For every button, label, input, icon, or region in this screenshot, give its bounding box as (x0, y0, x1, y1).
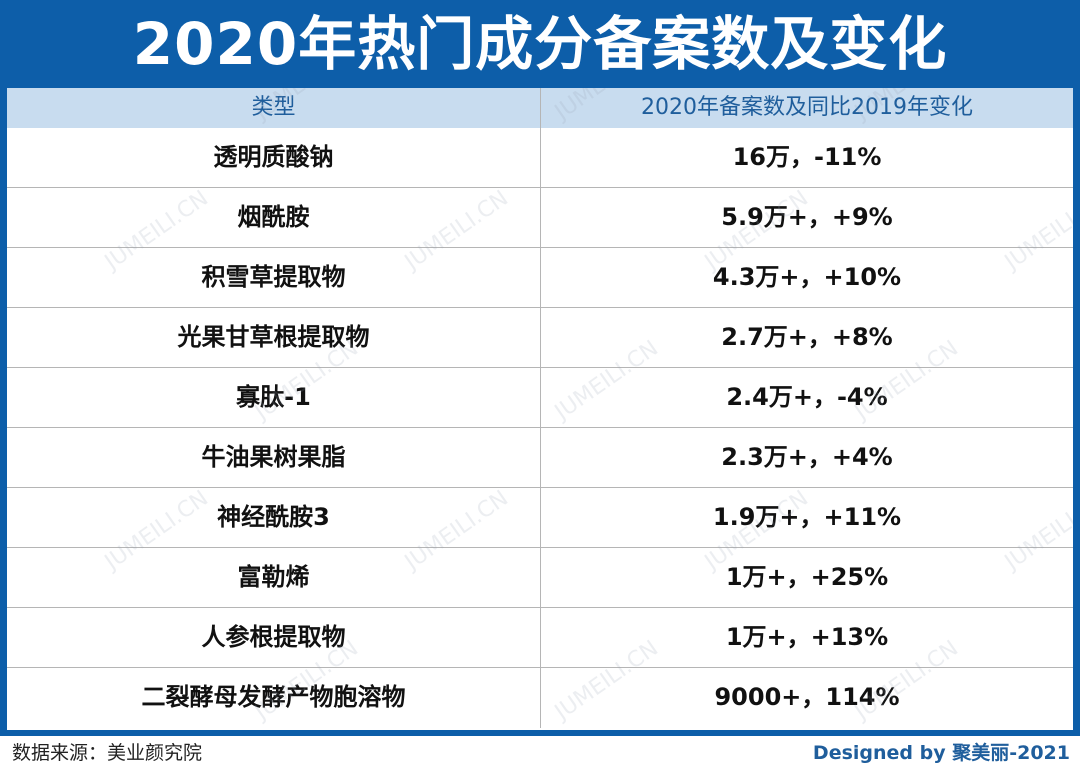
table-row: 人参根提取物 1万+，+13% (7, 608, 1073, 668)
data-table: 类型 2020年备案数及同比2019年变化 透明质酸钠 16万，-11% 烟酰胺 5.… (7, 88, 1073, 730)
cell-ingredient: 富勒烯 (7, 548, 541, 607)
cell-ingredient: 人参根提取物 (7, 608, 541, 667)
table-row: 积雪草提取物 4.3万+，+10% (7, 248, 1073, 308)
cell-ingredient: 光果甘草根提取物 (7, 308, 541, 367)
cell-count-change: 1万+，+25% (725, 563, 889, 591)
cell-ingredient: 二裂酵母发酵产物胞溶物 (7, 668, 541, 728)
cell-count-change: 2.7万+，+8% (721, 323, 893, 351)
frame: 2020年热门成分备案数及变化 类型 2020年备案数及同比2019年变化 透明… (0, 0, 1080, 736)
table-body: 透明质酸钠 16万，-11% 烟酰胺 5.9万+，+9% 积雪草提取物 4.3万+，+10… (7, 128, 1073, 728)
cell-ingredient: 透明质酸钠 (7, 128, 541, 187)
data-source: 数据来源：美业颜究院 (12, 742, 203, 764)
cell-count-change: 1.9万+，+11% (712, 503, 902, 531)
table-row: 烟酰胺 5.9万+，+9% (7, 188, 1073, 248)
cell-count-change: 9000+，114% (714, 683, 900, 711)
page-title: 2020年热门成分备案数及变化 (132, 10, 948, 78)
table-row: 牛油果树果脂 2.3万+，+4% (7, 428, 1073, 488)
cell-ingredient: 牛油果树果脂 (7, 428, 541, 487)
table-header: 类型 2020年备案数及同比2019年变化 (7, 88, 1073, 128)
cell-count-change: 2.3万+，+4% (721, 443, 893, 471)
cell-count-change: 1万+，+13% (725, 623, 889, 651)
cell-count-change: 16万，-11% (732, 143, 882, 171)
table-row: 寡肽-1 2.4万+，-4% (7, 368, 1073, 428)
cell-ingredient: 烟酰胺 (7, 188, 541, 247)
cell-ingredient: 寡肽-1 (7, 368, 541, 427)
column-header-type: 类型 (7, 88, 541, 128)
table-row: 透明质酸钠 16万，-11% (7, 128, 1073, 188)
cell-count-change: 5.9万+，+9% (721, 203, 893, 231)
table-row: 二裂酵母发酵产物胞溶物 9000+，114% (7, 668, 1073, 728)
cell-ingredient: 积雪草提取物 (7, 248, 541, 307)
table-row: 神经酰胺3 1.9万+，+11% (7, 488, 1073, 548)
column-header-count: 2020年备案数及同比2019年变化 (641, 95, 973, 120)
cell-count-change: 4.3万+，+10% (712, 263, 902, 291)
credit: Designed by 聚美丽-2021 (812, 742, 1070, 764)
table-row: 光果甘草根提取物 2.7万+，+8% (7, 308, 1073, 368)
cell-ingredient: 神经酰胺3 (7, 488, 541, 547)
table-row: 富勒烯 1万+，+25% (7, 548, 1073, 608)
cell-count-change: 2.4万+，-4% (726, 383, 888, 411)
